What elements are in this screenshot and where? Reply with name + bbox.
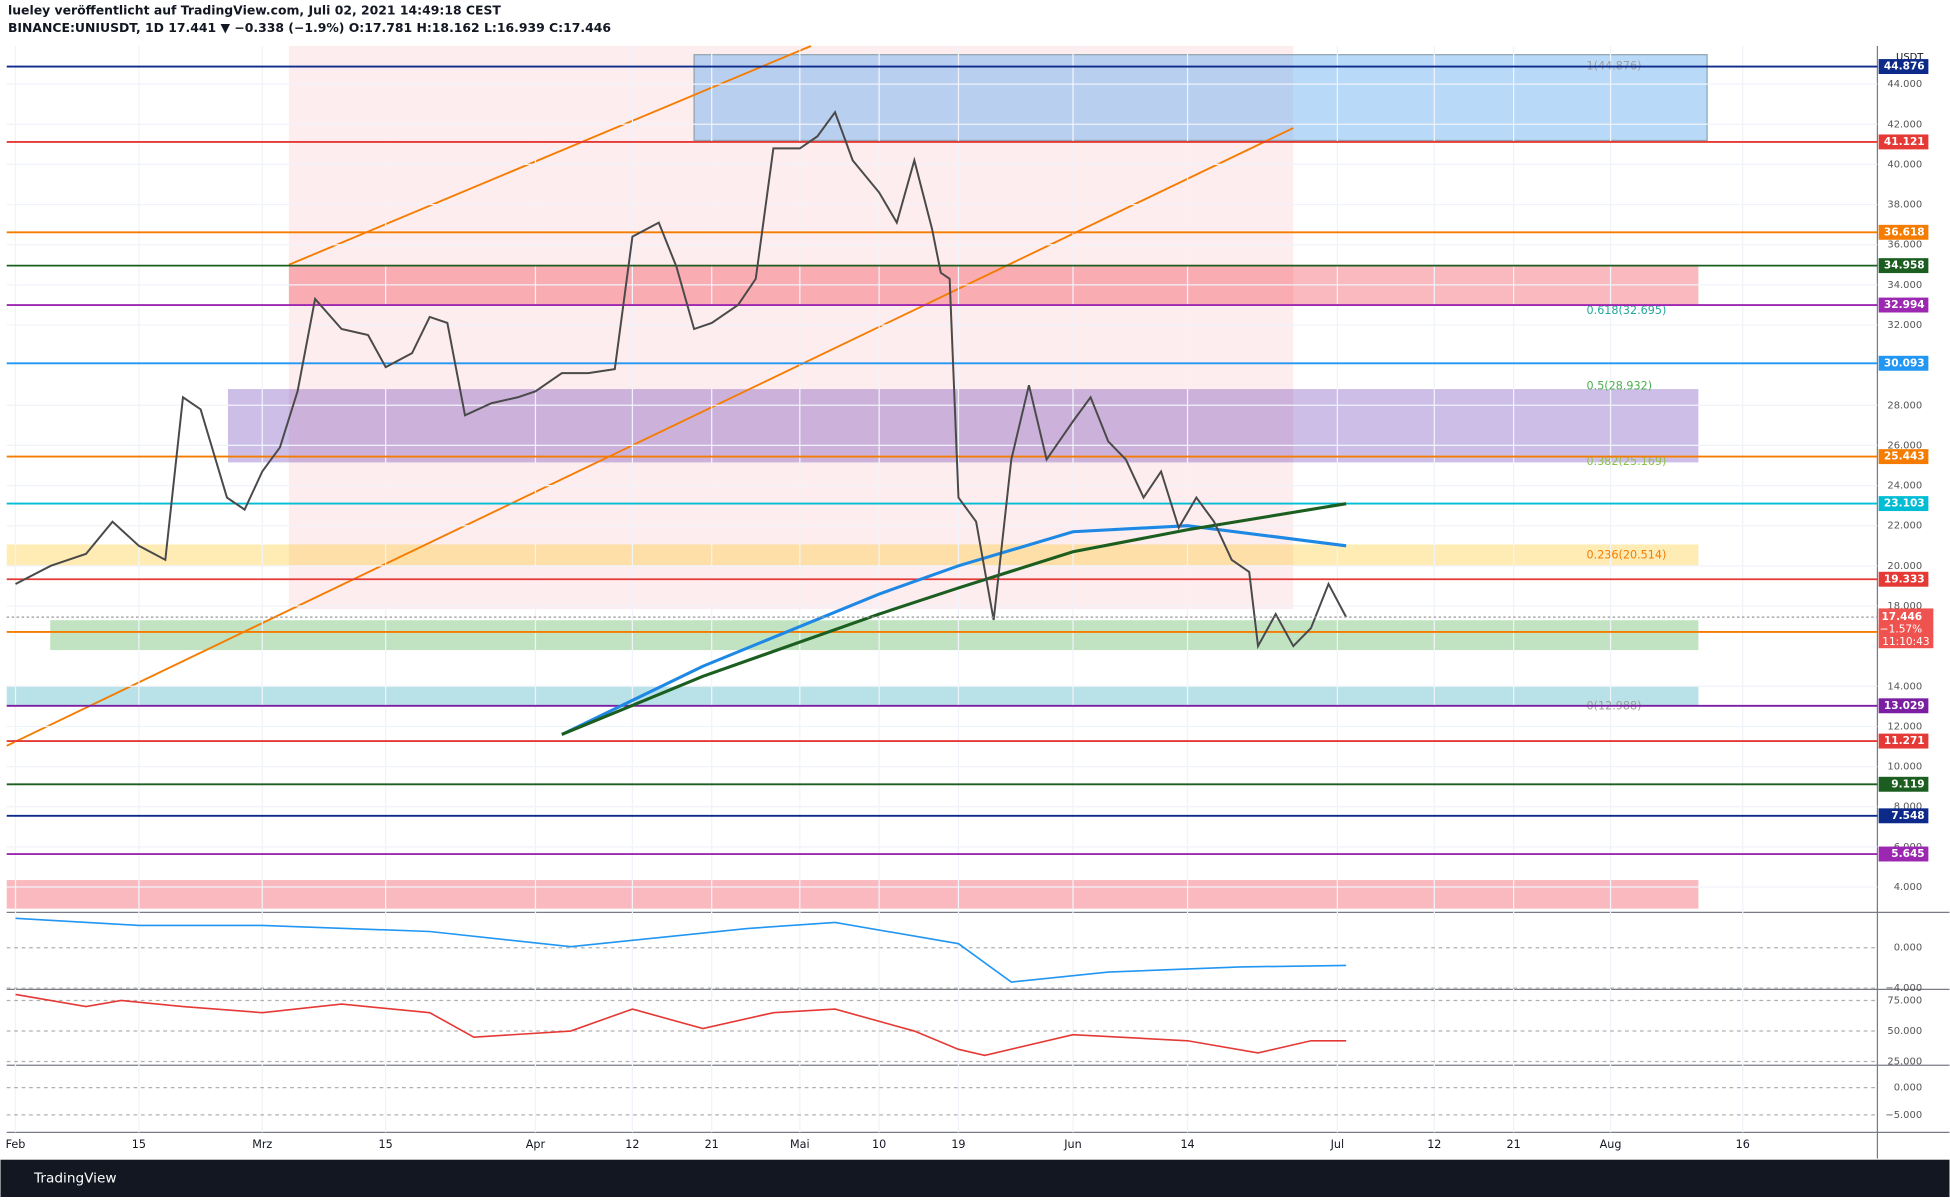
level-label: 11.271 bbox=[1884, 735, 1925, 747]
current-countdown: 11:10:43 bbox=[1882, 636, 1929, 648]
level-tag bbox=[1878, 808, 1929, 824]
brand: TradingView bbox=[33, 1170, 117, 1186]
level-label: 32.994 bbox=[1884, 299, 1925, 311]
level-label: 9.119 bbox=[1891, 778, 1924, 790]
current-price: 17.446 bbox=[1881, 611, 1922, 623]
fib-label: 0.382(25.169) bbox=[1587, 455, 1667, 468]
y-tick-label: 4.000 bbox=[1894, 882, 1922, 893]
x-tick-label: 10 bbox=[872, 1138, 886, 1151]
y-tick-label: 36.000 bbox=[1887, 240, 1922, 251]
x-tick-label: 14 bbox=[1180, 1138, 1194, 1151]
y-tick-label: 8.000 bbox=[1894, 802, 1922, 813]
fib-label: 0.618(32.695) bbox=[1587, 304, 1667, 317]
x-tick-label: 15 bbox=[132, 1138, 146, 1151]
x-tick-label: Jul bbox=[1330, 1138, 1344, 1151]
header-title: lueley veröffentlicht auf TradingView.co… bbox=[8, 3, 501, 18]
level-label: 13.029 bbox=[1884, 700, 1925, 712]
level-label: 25.443 bbox=[1884, 451, 1925, 463]
x-tick-label: Feb bbox=[6, 1138, 26, 1151]
level-tag bbox=[1878, 59, 1929, 75]
level-label: 34.958 bbox=[1884, 260, 1925, 272]
level-label: 44.876 bbox=[1884, 61, 1925, 73]
footer bbox=[0, 1159, 1950, 1197]
level-tag bbox=[1878, 571, 1929, 587]
y-tick-label: 24.000 bbox=[1887, 481, 1922, 492]
level-label: 19.333 bbox=[1884, 573, 1925, 585]
current-tag bbox=[1878, 608, 1934, 649]
level-tag bbox=[1878, 134, 1929, 150]
axes bbox=[6, 45, 1950, 1159]
y-tick-label: 26.000 bbox=[1887, 440, 1922, 451]
moving-average bbox=[561, 502, 1347, 736]
moving-average bbox=[561, 524, 1347, 736]
level-tag bbox=[1878, 258, 1929, 274]
pane-tick-label: 0.000 bbox=[1894, 1083, 1922, 1094]
pane-tick-label: 50.000 bbox=[1887, 1026, 1922, 1037]
level-tag bbox=[1878, 224, 1929, 240]
y-tick-label: 40.000 bbox=[1887, 159, 1922, 170]
fib-label: 0.5(28.932) bbox=[1587, 380, 1653, 393]
y-tick-label: 28.000 bbox=[1887, 400, 1922, 411]
y-tick-label: 10.000 bbox=[1887, 762, 1922, 773]
level-tag bbox=[1878, 297, 1929, 313]
pane-tick-label: 75.000 bbox=[1887, 995, 1922, 1006]
current-change: −1.57% bbox=[1880, 624, 1922, 636]
level-label: 36.618 bbox=[1884, 226, 1925, 238]
y-tick-label: 44.000 bbox=[1887, 79, 1922, 90]
y-tick-label: 22.000 bbox=[1887, 521, 1922, 532]
level-label: 23.103 bbox=[1884, 498, 1925, 510]
x-tick-label: Apr bbox=[526, 1138, 546, 1151]
header-symbol: BINANCE:UNIUSDT, 1D 17.441 ▼ −0.338 (−1.… bbox=[8, 20, 611, 35]
level-tag bbox=[1878, 846, 1929, 862]
fib-label: 0.236(20.514) bbox=[1587, 549, 1667, 562]
y-tick-label: 20.000 bbox=[1887, 561, 1922, 572]
y-tick-label: 34.000 bbox=[1887, 280, 1922, 291]
price-line bbox=[15, 110, 1348, 650]
level-tag bbox=[1878, 733, 1929, 749]
x-tick-label: Jun bbox=[1063, 1138, 1081, 1151]
level-tag bbox=[1878, 776, 1929, 792]
zones bbox=[6, 45, 1708, 909]
x-tick-label: 21 bbox=[705, 1138, 719, 1151]
level-tag bbox=[1878, 496, 1929, 512]
pane-tick-label: −5.000 bbox=[1885, 1110, 1922, 1121]
x-tick-label: 19 bbox=[951, 1138, 965, 1151]
indicator-line bbox=[15, 917, 1347, 983]
level-tag bbox=[1878, 449, 1929, 465]
y-tick-label: 42.000 bbox=[1887, 119, 1922, 130]
y-tick-label: 38.000 bbox=[1887, 200, 1922, 211]
level-tag bbox=[1878, 355, 1929, 371]
y-tick-label: 18.000 bbox=[1887, 601, 1922, 612]
level-label: 30.093 bbox=[1884, 357, 1925, 369]
x-tick-label: 21 bbox=[1507, 1138, 1521, 1151]
level-label: 7.548 bbox=[1891, 810, 1924, 822]
y-tick-label: 32.000 bbox=[1887, 320, 1922, 331]
x-tick-label: 16 bbox=[1736, 1138, 1750, 1151]
x-tick-label: Aug bbox=[1600, 1138, 1622, 1151]
y-tick-label: 14.000 bbox=[1887, 681, 1922, 692]
level-label: 5.645 bbox=[1891, 848, 1924, 860]
level-tag bbox=[1878, 698, 1929, 714]
x-tick-label: Mrz bbox=[252, 1138, 272, 1151]
indicator-line bbox=[15, 993, 1347, 1057]
pane-tick-label: −4.000 bbox=[1885, 983, 1922, 994]
level-label: 41.121 bbox=[1884, 136, 1925, 148]
y-tick-label: 12.000 bbox=[1887, 721, 1922, 732]
x-tick-label: 15 bbox=[379, 1138, 393, 1151]
x-tick-label: 12 bbox=[1427, 1138, 1441, 1151]
x-tick-label: 12 bbox=[625, 1138, 639, 1151]
pane-tick-label: 0.000 bbox=[1894, 943, 1922, 954]
currency: USDT bbox=[1896, 52, 1924, 63]
x-tick-label: Mai bbox=[790, 1138, 810, 1151]
pane-tick-label: 25.000 bbox=[1887, 1057, 1922, 1068]
